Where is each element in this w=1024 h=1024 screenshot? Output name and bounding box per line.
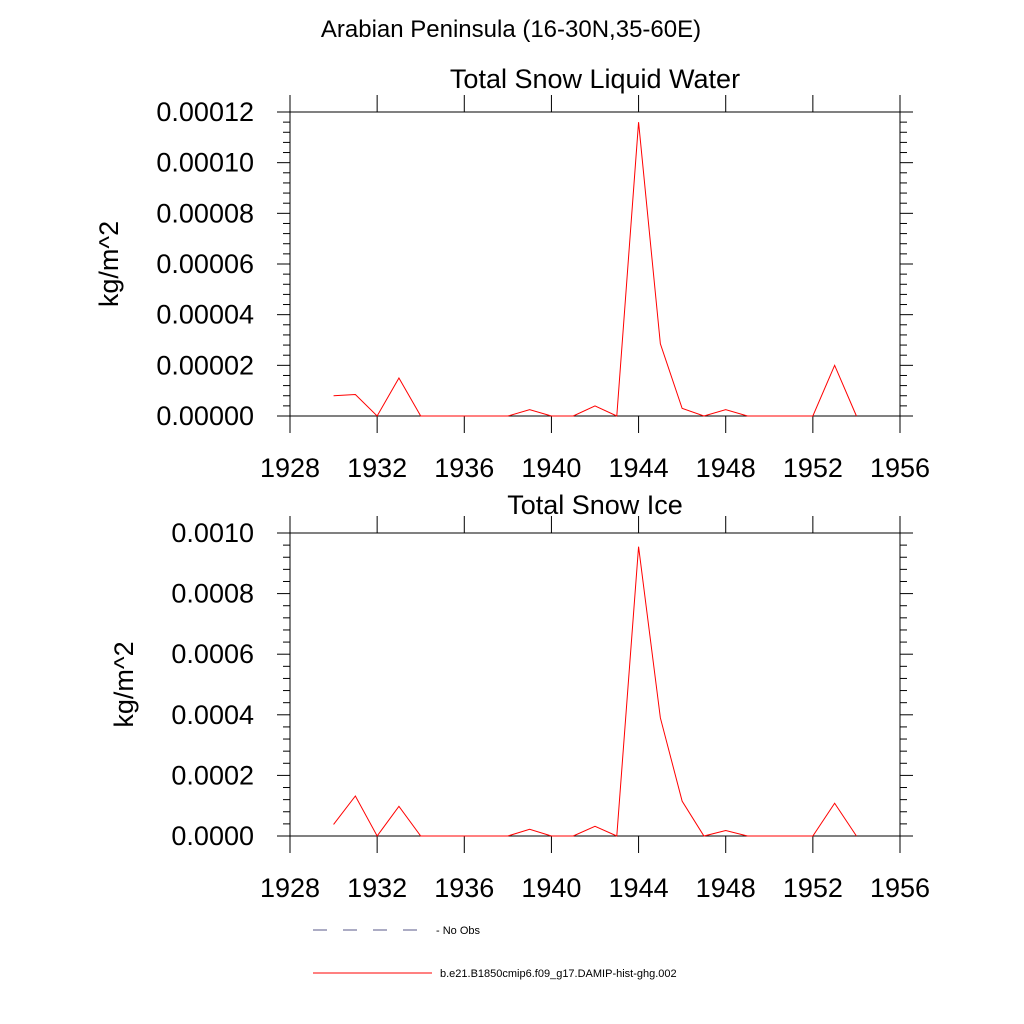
y-tick-label: 0.00000 xyxy=(156,401,254,431)
y-tick-label: 0.0010 xyxy=(171,518,254,548)
x-tick-label: 1936 xyxy=(434,873,494,903)
x-tick-label: 1956 xyxy=(870,873,930,903)
y-axis-label: kg/m^2 xyxy=(109,641,139,727)
x-tick-label: 1928 xyxy=(260,453,320,483)
x-tick-label: 1940 xyxy=(521,453,581,483)
plot-frame xyxy=(289,532,901,837)
x-tick-label: 1936 xyxy=(434,453,494,483)
x-tick-label: 1952 xyxy=(783,453,843,483)
x-tick-label: 1944 xyxy=(609,453,669,483)
panel-total-snow-liquid-water: Total Snow Liquid Water kg/m^2 0.00000 0.00… xyxy=(94,64,930,483)
y-tick-label: 0.0000 xyxy=(171,821,254,851)
y-tick-label: 0.0006 xyxy=(171,639,254,669)
y-tick-label: 0.0004 xyxy=(171,700,254,730)
y-tick-label: 0.0008 xyxy=(171,579,254,609)
x-tick-label: 1948 xyxy=(696,453,756,483)
y-tick-label: 0.00006 xyxy=(156,249,254,279)
y-tick-label: 0.00012 xyxy=(156,97,254,127)
x-tick-label: 1944 xyxy=(609,873,669,903)
legend-label: - No Obs xyxy=(436,925,481,937)
x-tick-label: 1948 xyxy=(696,873,756,903)
y-tick-label: 0.00004 xyxy=(156,300,254,330)
x-tick-label: 1928 xyxy=(260,873,320,903)
plot-frame xyxy=(289,111,901,417)
chart-title: Total Snow Ice xyxy=(507,490,683,520)
x-tick-label: 1952 xyxy=(783,873,843,903)
chart-title: Total Snow Liquid Water xyxy=(450,64,740,94)
legend-label: b.e21.B1850cmip6.f09_g17.DAMIP-hist-ghg.… xyxy=(440,968,677,980)
series-line xyxy=(333,546,857,837)
panel-total-snow-ice: Total Snow Ice kg/m^2 0.0000 0.0002 0.0004 0.… xyxy=(109,490,930,903)
y-axis-label: kg/m^2 xyxy=(94,221,124,307)
y-tick-label: 0.00010 xyxy=(156,148,254,178)
y-tick-label: 0.0002 xyxy=(171,760,254,790)
series-line xyxy=(333,122,857,417)
y-tick-label: 0.00002 xyxy=(156,350,254,380)
x-tick-label: 1932 xyxy=(347,873,407,903)
y-tick-label: 0.00008 xyxy=(156,198,254,228)
x-tick-label: 1932 xyxy=(347,453,407,483)
x-tick-label: 1940 xyxy=(521,873,581,903)
x-tick-label: 1956 xyxy=(870,453,930,483)
legend: - No Obs b.e21.B1850cmip6.f09_g17.DAMIP-h… xyxy=(313,925,677,980)
page-title: Arabian Peninsula (16-30N,35-60E) xyxy=(320,16,702,43)
